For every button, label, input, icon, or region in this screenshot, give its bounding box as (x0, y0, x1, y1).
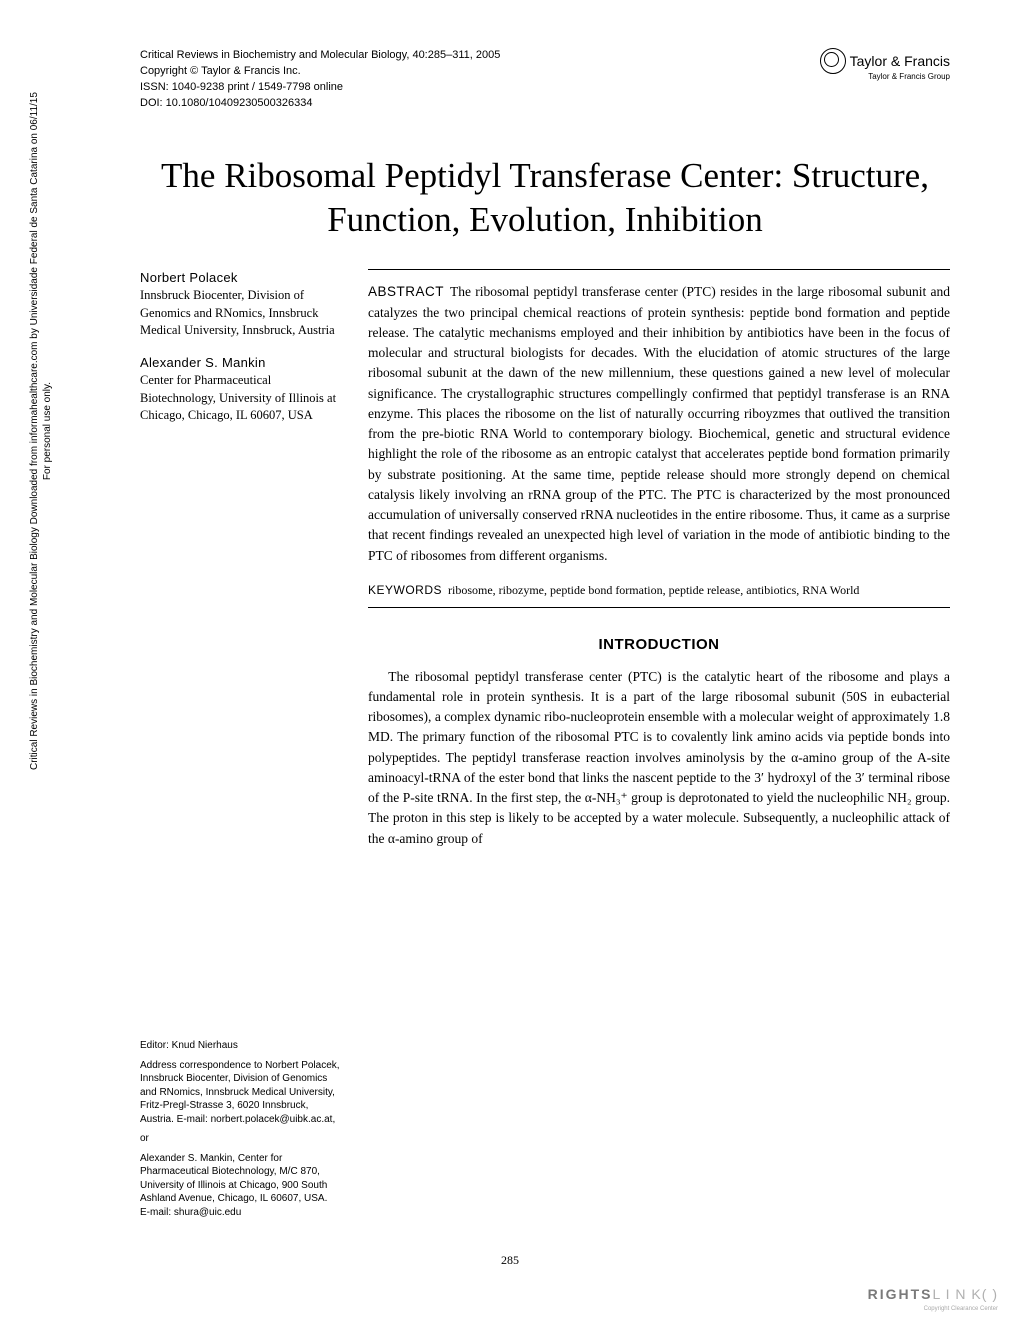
main-column: ABSTRACTThe ribosomal peptidyl transfera… (368, 269, 950, 849)
taylor-francis-icon (820, 48, 846, 74)
abstract: ABSTRACTThe ribosomal peptidyl transfera… (368, 282, 950, 566)
abstract-text: The ribosomal peptidyl transferase cente… (368, 284, 950, 562)
author-block: Alexander S. Mankin Center for Pharmaceu… (140, 354, 340, 425)
author-block: Norbert Polacek Innsbruck Biocenter, Div… (140, 269, 340, 340)
top-rule (368, 269, 950, 270)
author-affiliation: Innsbruck Biocenter, Division of Genomic… (140, 287, 340, 340)
keywords-label: KEYWORDS (368, 583, 442, 597)
keywords: KEYWORDS ribosome, ribozyme, peptide bond… (368, 582, 950, 599)
author-column: Norbert Polacek Innsbruck Biocenter, Div… (140, 269, 340, 849)
publisher-sub: Taylor & Francis Group (852, 72, 950, 81)
rightslink-sub: Copyright Clearance Center (924, 1306, 998, 1312)
doi-line: DOI: 10.1080/10409230500326334 (140, 96, 950, 112)
author-name: Norbert Polacek (140, 269, 340, 287)
editor-correspondence: Editor: Knud Nierhaus Address correspond… (140, 1039, 340, 1225)
article-title: The Ribosomal Peptidyl Transferase Cente… (140, 154, 950, 242)
author-affiliation: Center for Pharmaceutical Biotechnology,… (140, 372, 340, 425)
section-heading-introduction: INTRODUCTION (368, 636, 950, 653)
publisher-logo: Taylor & Francis Taylor & Francis Group (820, 48, 950, 81)
page-number: 285 (0, 1253, 1020, 1268)
keywords-text: ribosome, ribozyme, peptide bond formati… (448, 583, 859, 597)
editor-line: Editor: Knud Nierhaus (140, 1039, 340, 1053)
publisher-name: Taylor & Francis (850, 53, 950, 69)
bottom-rule (368, 607, 950, 608)
issn-line: ISSN: 1040-9238 print / 1549-7798 online (140, 80, 950, 96)
introduction-body: The ribosomal peptidyl transferase cente… (368, 667, 950, 849)
rightslink-link: L I N K( ) (933, 1286, 999, 1302)
correspondence-1: Address correspondence to Norbert Polace… (140, 1059, 340, 1127)
correspondence-or: or (140, 1132, 340, 1146)
correspondence-2: Alexander S. Mankin, Center for Pharmace… (140, 1152, 340, 1220)
rightslink-main: RIGHTS (868, 1286, 933, 1302)
rightslink-badge[interactable]: RIGHTSL I N K( ) (868, 1286, 998, 1302)
abstract-label: ABSTRACT (368, 284, 444, 299)
author-name: Alexander S. Mankin (140, 354, 340, 372)
